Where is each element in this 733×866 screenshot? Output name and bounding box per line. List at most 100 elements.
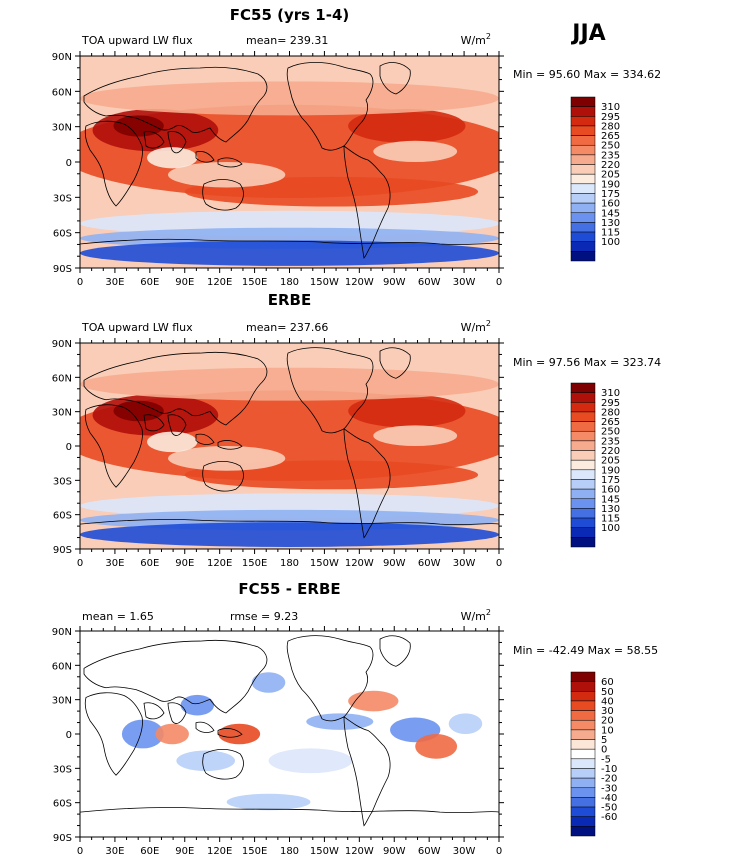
contour-region [176, 750, 236, 772]
lat-tick-label: 30S [53, 476, 72, 487]
lat-tick-label: 90N [52, 627, 72, 638]
map-panel: FC55 - ERBE mean = 1.65 rmse = 9.23 W/m2 90N… [52, 580, 658, 857]
lon-tick-label: 150W [310, 558, 339, 569]
panel-title: FC55 - ERBE [238, 580, 340, 598]
units-exponent: 2 [486, 32, 491, 41]
colorbar-swatch [570, 106, 596, 117]
lon-tick-label: 0 [77, 277, 83, 288]
colorbar-swatch [570, 135, 596, 146]
lon-tick-label: 60W [418, 277, 441, 288]
contour-region [415, 734, 458, 759]
colorbar-swatch [570, 508, 596, 519]
colorbar-label: 10 [601, 725, 614, 736]
lon-tick-label: 90W [383, 846, 406, 857]
contour-region [218, 723, 261, 745]
colorbar-swatch [570, 710, 596, 721]
mean-label: mean= 239.31 [246, 34, 328, 47]
contour-region [80, 367, 499, 401]
colorbar-swatch [570, 806, 596, 817]
lat-tick-label: 30N [52, 123, 72, 134]
lon-tick-label: 30E [105, 277, 124, 288]
panels: FC55 (yrs 1-4) TOA upward LW flux mean= 23… [52, 6, 661, 857]
units-label: W/m2 [461, 608, 491, 623]
colorbar-label: 115 [601, 228, 620, 239]
contour-region [348, 394, 466, 428]
colorbar-swatch [570, 231, 596, 242]
lon-tick-label: 90W [383, 558, 406, 569]
colorbar-swatch [570, 402, 596, 413]
contour-region [80, 81, 499, 116]
colorbar-swatch [570, 202, 596, 214]
min-max-label: Min = 95.60 Max = 334.62 [513, 68, 661, 81]
colorbar-label: 20 [601, 716, 614, 727]
colorbar-swatch [570, 193, 596, 204]
lon-tick-label: 180 [280, 558, 299, 569]
colorbar-swatch [570, 777, 596, 789]
lon-tick-label: 30W [453, 558, 476, 569]
lon-tick-label: 0 [496, 558, 502, 569]
colorbar-swatch [570, 421, 596, 432]
field [80, 56, 499, 268]
min-max-label: Min = -42.49 Max = 58.55 [513, 644, 658, 657]
field [80, 631, 499, 837]
colorbar-swatch [570, 411, 596, 422]
colorbar-swatch [570, 450, 596, 461]
colorbar-label: 280 [601, 407, 620, 418]
colorbar-label: 145 [601, 494, 620, 505]
contour-region [226, 793, 311, 811]
mean-label: mean = 1.65 [82, 610, 154, 623]
colorbar-label: 145 [601, 208, 620, 219]
colorbar-label: -20 [601, 774, 617, 785]
colorbar-label: 310 [601, 102, 620, 113]
colorbar-label: 235 [601, 436, 620, 447]
lat-tick-label: 60N [52, 87, 72, 98]
colorbar-label: 310 [601, 388, 620, 399]
colorbar-swatch [570, 537, 596, 548]
contour-region [348, 109, 466, 143]
colorbar-label: 190 [601, 465, 620, 476]
colorbar-swatch [570, 392, 596, 403]
colorbar-swatch [570, 719, 596, 731]
colorbar-label: 205 [601, 170, 620, 181]
colorbar-swatch [570, 469, 596, 480]
lat-tick-label: 0 [66, 730, 72, 741]
lat-tick-label: 0 [66, 442, 72, 453]
colorbar-swatch [570, 382, 596, 393]
colorbar-label: 175 [601, 475, 620, 486]
contour-region [113, 400, 164, 422]
colorbar-swatch [570, 459, 596, 471]
colorbar-swatch [570, 748, 596, 760]
lon-tick-label: 30W [453, 846, 476, 857]
variable-label: TOA upward LW flux [81, 34, 193, 47]
colorbar-label: 100 [601, 523, 620, 534]
colorbar-swatch [570, 479, 596, 490]
units-exponent: 2 [486, 319, 491, 328]
lat-tick-label: 90N [52, 52, 72, 63]
lon-tick-label: 90E [175, 558, 194, 569]
lon-tick-label: 150W [310, 846, 339, 857]
lat-tick-label: 90S [53, 833, 72, 844]
map-panel: FC55 (yrs 1-4) TOA upward LW flux mean= 23… [52, 6, 661, 288]
lat-tick-label: 90S [53, 264, 72, 275]
lon-tick-label: 60E [140, 558, 159, 569]
lat-tick-label: 30N [52, 696, 72, 707]
colorbar-label: 265 [601, 131, 620, 142]
lat-tick-label: 60N [52, 373, 72, 384]
colorbar-swatch [570, 440, 596, 451]
lon-tick-label: 60W [418, 558, 441, 569]
colorbar-swatch [570, 517, 596, 528]
colorbar-label: 190 [601, 179, 620, 190]
contour-region [268, 748, 353, 774]
lat-tick-label: 60S [53, 799, 72, 810]
lon-tick-label: 120W [345, 558, 374, 569]
lon-tick-label: 150W [310, 277, 339, 288]
colorbar-swatch [570, 251, 596, 262]
colorbar-label: 60 [601, 677, 614, 688]
colorbar-label: 30 [601, 706, 614, 717]
contour-region [306, 713, 374, 730]
contour-region [147, 147, 198, 169]
colorbar-label: 280 [601, 121, 620, 132]
colorbar-label: 250 [601, 427, 620, 438]
lon-tick-label: 30E [105, 558, 124, 569]
